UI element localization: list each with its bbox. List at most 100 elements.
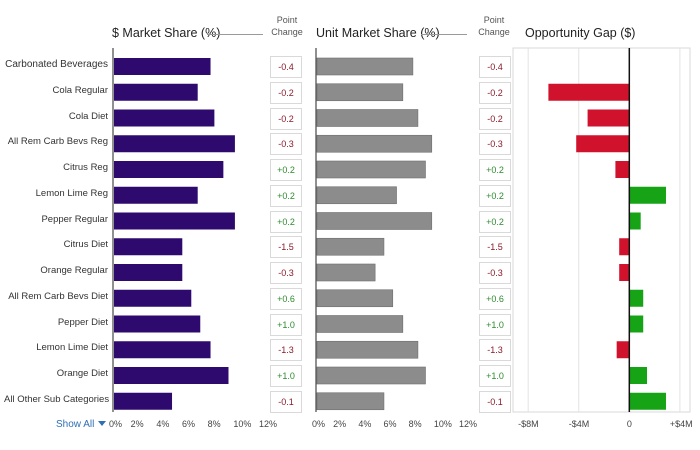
- unit-share-point-change: +0.2: [479, 184, 511, 207]
- chevron-down-icon: [98, 421, 107, 426]
- unit-share-tick-label: 0%: [312, 419, 326, 429]
- category-label: Orange Diet: [56, 368, 108, 379]
- market-share-bar: [114, 367, 229, 384]
- opportunity-bar: [629, 289, 644, 307]
- market-share-tick-label: 0%: [109, 419, 123, 429]
- opportunity-bar: [629, 367, 648, 384]
- market-share-bar: [114, 58, 211, 75]
- unit-share-tick-label: 4%: [358, 419, 372, 429]
- unit-share-bar: [316, 134, 433, 153]
- market-share-bar: [114, 212, 235, 230]
- market-share-point-change: -0.2: [270, 81, 302, 104]
- unit-share-tick-label: 6%: [383, 419, 397, 429]
- category-label: Pepper Diet: [57, 316, 108, 328]
- category-label: All Rem Carb Bevs Reg: [7, 136, 108, 148]
- category-label: Citrus Diet: [63, 239, 108, 251]
- category-label: Pepper Regular: [41, 213, 108, 225]
- unit-share-bar: [316, 160, 426, 179]
- opportunity-tick-label: -$8M: [518, 419, 539, 429]
- market-share-point-change: -0.4: [270, 56, 302, 78]
- unit-share-bar: [316, 83, 404, 102]
- market-share-bar: [114, 135, 235, 153]
- unit-share-point-change: -0.4: [479, 56, 511, 78]
- market-share-tick-label: 4%: [156, 419, 170, 429]
- unit-share-point-change: +0.6: [479, 287, 511, 310]
- opportunity-gap-header: Opportunity Gap ($): [525, 26, 636, 40]
- category-label: Orange Regular: [40, 265, 108, 276]
- market-share-point-change: -0.3: [270, 262, 302, 284]
- unit-share-point-change: +1.0: [479, 365, 511, 387]
- unit-share-point-change: +0.2: [479, 210, 511, 233]
- unit-share-bar: [316, 315, 404, 333]
- market-share-point-change: +1.0: [270, 365, 302, 387]
- market-share-point-change: -0.1: [270, 390, 302, 413]
- market-share-bar: [114, 264, 183, 281]
- unit-share-bar: [316, 340, 419, 359]
- opportunity-bar: [629, 392, 666, 410]
- unit-share-bar: [316, 237, 385, 256]
- market-share-tick-label: 12%: [259, 419, 278, 429]
- show-all-button[interactable]: Show All: [56, 419, 107, 430]
- unit-share-header-rule: [421, 34, 467, 35]
- market-share-bar: [114, 289, 192, 307]
- market-share-header: $ Market Share (%): [112, 26, 221, 40]
- category-label: Cola Diet: [68, 110, 108, 122]
- opportunity-bar: [616, 341, 630, 359]
- point-change-header-line1: Point: [276, 15, 298, 25]
- unit-share-tick-label: 2%: [333, 419, 347, 429]
- unit-share-point-change: +0.2: [479, 159, 511, 181]
- market-share-tick-label: 6%: [182, 419, 196, 429]
- unit-share-bar: [316, 366, 426, 385]
- unit-share-point-change: -0.2: [479, 107, 511, 130]
- opportunity-frame: [512, 47, 691, 413]
- unit-share-tick-label: 12%: [459, 419, 478, 429]
- opportunity-bar: [619, 264, 630, 281]
- unit-share-bar: [316, 57, 414, 76]
- market-share-point-change: +0.2: [270, 159, 302, 181]
- unit-share-bar: [316, 392, 385, 411]
- market-share-bar: [114, 109, 215, 127]
- market-share-header-rule: [207, 34, 263, 35]
- market-share-tick-label: 8%: [207, 419, 221, 429]
- point-change-header-line2: Change: [271, 27, 303, 37]
- market-share-point-change: +0.2: [270, 184, 302, 207]
- opportunity-tick-label: 0: [626, 419, 632, 429]
- unit-share-point-change: -1.5: [479, 236, 511, 259]
- market-share-point-change: -1.5: [270, 236, 302, 259]
- category-label: All Rem Carb Bevs Diet: [8, 290, 108, 302]
- market-share-bar: [114, 341, 211, 359]
- market-share-point-change: +0.6: [270, 287, 302, 310]
- unit-share-bar: [316, 263, 376, 282]
- market-share-point-change: +1.0: [270, 313, 302, 336]
- point-change-header-1: Point Change: [268, 14, 306, 38]
- opportunity-bar: [587, 109, 630, 127]
- unit-share-point-change: +1.0: [479, 313, 511, 336]
- opportunity-bar: [629, 212, 641, 230]
- market-share-bar: [114, 315, 201, 333]
- point-change-header-2: Point Change: [475, 14, 513, 38]
- category-label: Cola Regular: [52, 84, 108, 96]
- market-share-bar: [114, 83, 198, 101]
- unit-share-point-change: -1.3: [479, 339, 511, 362]
- unit-share-header: Unit Market Share (%): [316, 26, 440, 40]
- unit-share-point-change: -0.3: [479, 133, 511, 156]
- market-share-tick-label: 2%: [130, 419, 144, 429]
- unit-share-point-change: -0.2: [479, 81, 511, 104]
- opportunity-tick-label: -$4M: [568, 419, 590, 429]
- unit-share-tick-label: 8%: [408, 419, 422, 429]
- category-label: Carbonated Beverages: [5, 59, 108, 70]
- unit-share-bar: [316, 289, 394, 308]
- market-share-point-change: -1.3: [270, 339, 302, 362]
- market-share-bar: [114, 161, 224, 178]
- market-share-bar: [114, 392, 173, 410]
- unit-share-point-change: -0.1: [479, 390, 511, 413]
- opportunity-bar: [629, 186, 666, 204]
- market-share-bar: [114, 186, 198, 204]
- market-share-bar: [114, 238, 183, 256]
- category-label: Citrus Reg: [63, 162, 108, 173]
- opportunity-bar: [576, 135, 630, 153]
- opportunity-bar: [548, 83, 630, 101]
- market-share-tick-label: 10%: [233, 419, 252, 429]
- show-all-label: Show All: [56, 419, 95, 430]
